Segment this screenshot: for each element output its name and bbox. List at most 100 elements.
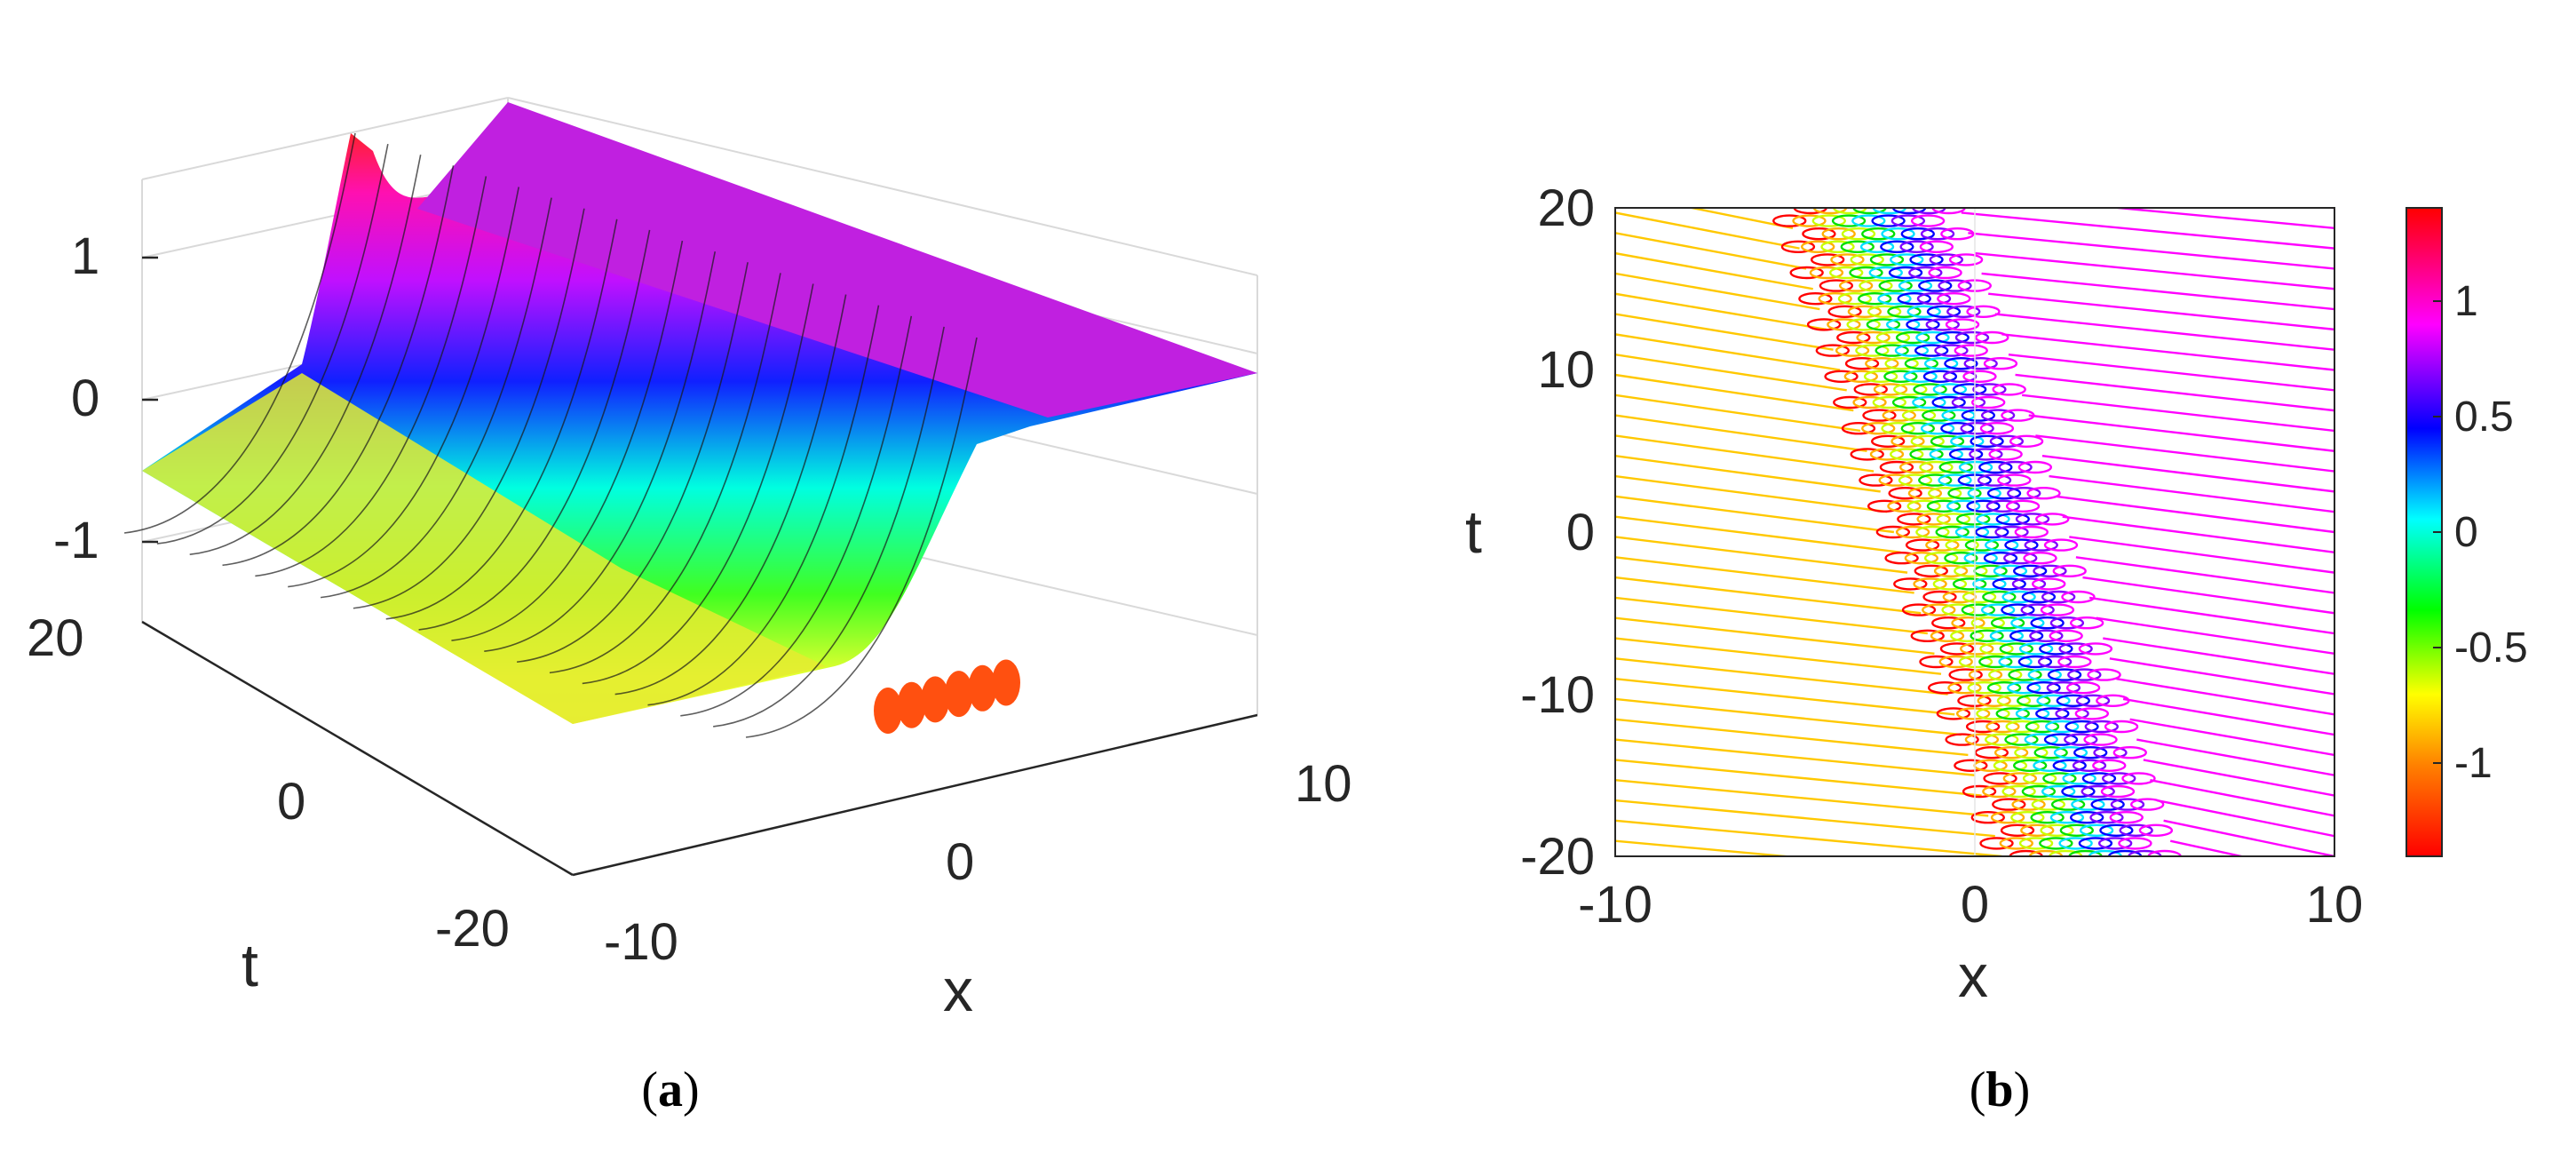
contour-loop — [1835, 344, 1870, 357]
contour-loop — [2057, 655, 2092, 669]
contour-loop — [1912, 395, 1946, 410]
contour-loop — [1872, 395, 1907, 410]
contour-line-high — [2069, 536, 2334, 574]
contour-loop — [1962, 784, 1997, 799]
contour-loop — [2040, 823, 2074, 837]
contour-loop — [2043, 538, 2079, 552]
contour-loop — [1983, 357, 2018, 370]
contour-loop — [1926, 305, 1962, 318]
contour-line-low — [1615, 51, 1746, 86]
contour-loop — [2011, 798, 2046, 811]
contour-loop — [1862, 409, 1897, 422]
contour-line-low — [1615, 616, 1935, 656]
contour-loop — [2035, 513, 2070, 526]
contour-loop — [2049, 811, 2085, 824]
contour-line-high — [1974, 251, 2334, 290]
contour-loop — [1908, 266, 1943, 280]
contour-loop — [1979, 422, 2015, 435]
contour-loop — [2069, 616, 2104, 630]
contour-loop — [1898, 279, 1933, 292]
contour-loop — [1850, 253, 1884, 266]
contour-loop — [1990, 616, 2025, 630]
contour-loop — [1979, 837, 2014, 850]
contour-loop — [1929, 253, 1964, 266]
contour-line-low — [1615, 738, 1976, 776]
contour-loop — [1873, 383, 1908, 396]
contour-loop — [2052, 564, 2087, 577]
caption-paren: ) — [683, 1062, 700, 1117]
contour-loop — [1950, 629, 1985, 642]
contour-loop — [1927, 487, 1962, 500]
contour-line-high — [2204, 942, 2334, 978]
contour-loop — [1810, 253, 1845, 266]
contour-loop — [1811, 214, 1846, 227]
contour-line-low — [1615, 292, 1827, 331]
contour-loop — [2049, 849, 2083, 856]
contour-line-high — [1921, 91, 2334, 127]
contour-loop — [1992, 577, 2026, 591]
contour-y-ticks: 20 10 0 -10 -20 — [1520, 179, 1595, 886]
contour-line-high — [1914, 71, 2334, 107]
contour-line-high — [2062, 515, 2334, 554]
contour-loop — [2078, 642, 2113, 656]
contour-loop — [1960, 422, 1994, 435]
contour-loop — [2087, 668, 2121, 681]
contour-loop — [2089, 811, 2124, 824]
contour-loop — [1840, 240, 1875, 253]
contour-loop — [2119, 823, 2153, 837]
contour-line-low — [1615, 0, 1718, 5]
contour-loop — [2147, 849, 2182, 856]
contour-loop — [1867, 305, 1902, 318]
contour-loop — [2026, 681, 2061, 695]
y-tick-label: 20 — [1537, 179, 1595, 237]
contour-loop — [2138, 823, 2174, 837]
contour-loop — [1974, 746, 2009, 759]
contour-line-high — [2041, 455, 2334, 493]
contour-loop — [1986, 487, 2022, 500]
contour-loop — [2037, 655, 2073, 669]
contour-line-low — [1615, 637, 1942, 675]
contour-loop — [2072, 759, 2107, 772]
contour-loop — [1970, 616, 2005, 630]
contour-loop — [1792, 214, 1827, 227]
contour-loop — [1882, 409, 1916, 422]
contour-loop — [1888, 487, 1922, 500]
contour-loop — [1920, 422, 1955, 435]
y-tick-label: -10 — [1520, 666, 1595, 724]
contour-loop — [1961, 603, 1996, 616]
contour-loop — [1966, 305, 2001, 318]
contour-loop — [1901, 409, 1937, 422]
contour-loop — [2031, 798, 2066, 811]
contour-loop — [1809, 266, 1844, 280]
y-tick-label: 0 — [1566, 504, 1595, 561]
contour-loop — [1852, 395, 1887, 410]
contour-loop — [1992, 383, 2026, 396]
contour-loop — [2027, 668, 2062, 681]
box-edge-back-top — [141, 97, 509, 180]
contour-loop — [2074, 707, 2110, 720]
contour-loop — [1950, 434, 1985, 448]
contour-loop — [2009, 849, 2043, 856]
contour-loop — [1919, 655, 1954, 669]
contour-line-low — [1615, 799, 1995, 838]
contour-loop — [1869, 253, 1905, 266]
contour-line-high — [2028, 414, 2334, 452]
contour-loop — [1954, 330, 1990, 345]
contour-loop — [1846, 318, 1881, 331]
contour-loop — [1853, 383, 1888, 396]
contour-loop — [1997, 473, 2032, 487]
x-tick-label: 10 — [2306, 876, 2364, 934]
contour-loop — [1824, 370, 1859, 383]
contour-loop — [2078, 837, 2113, 850]
contour-loop — [1952, 577, 1987, 591]
contour-loop — [1993, 564, 2028, 577]
contour-loop — [1970, 395, 2006, 410]
contour-loop — [1856, 330, 1890, 345]
contour-loop — [2088, 849, 2123, 856]
contour-loop — [2045, 720, 2080, 734]
contour-loop — [1984, 733, 2019, 746]
contour-loop — [2004, 538, 2039, 552]
colorbar-tick-label: -0.5 — [2454, 624, 2528, 672]
contour-line-low — [1615, 1023, 2069, 1059]
contour-line-high — [1988, 292, 2334, 331]
